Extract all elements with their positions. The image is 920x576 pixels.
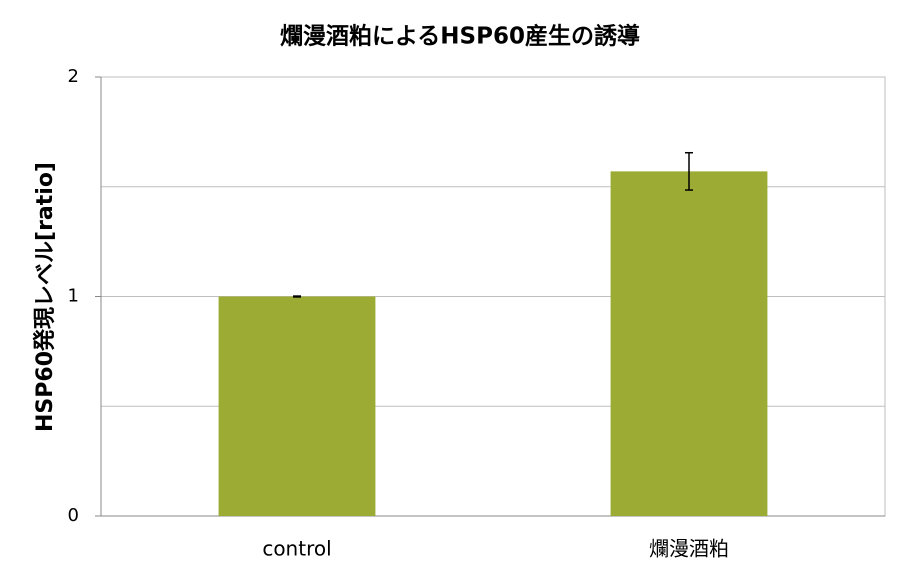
- chart-title: 爛漫酒粕によるHSP60産生の誘導: [280, 23, 640, 50]
- y-tick-label: 2: [68, 66, 79, 87]
- y-axis-label: HSP60発現レベル[ratio]: [33, 162, 58, 432]
- x-tick-label: 爛漫酒粕: [649, 537, 729, 561]
- error-bar: [293, 295, 301, 298]
- error-bar: [685, 151, 693, 191]
- y-tick-label: 1: [68, 286, 79, 307]
- y-tick-label: 0: [68, 505, 79, 526]
- x-tick-label: control: [262, 537, 331, 561]
- bar: [610, 171, 768, 516]
- bar: [218, 296, 376, 516]
